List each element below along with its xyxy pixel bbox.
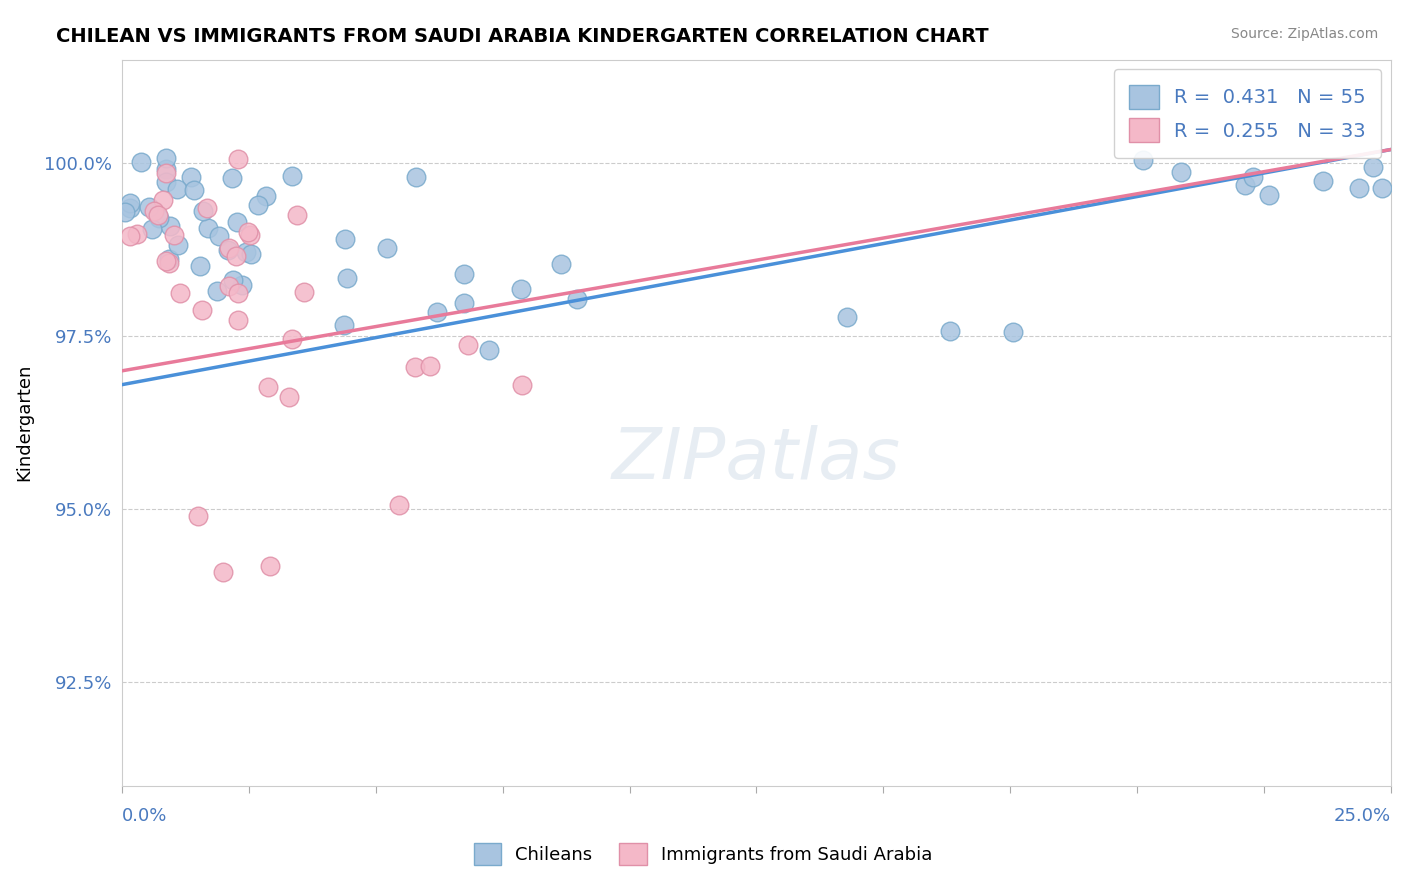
Point [222, 273, 245, 287]
Point [138, 200, 160, 214]
Point [231, 277, 253, 292]
Point [239, 246, 262, 260]
Point [141, 222, 163, 236]
Point [191, 204, 214, 219]
Point [259, 558, 281, 573]
Point [510, 378, 533, 392]
Point [169, 285, 191, 300]
Point [226, 286, 249, 301]
Point [148, 211, 170, 225]
Point [405, 169, 427, 184]
Y-axis label: Kindergarten: Kindergarten [15, 364, 32, 482]
Point [939, 324, 962, 338]
Point [567, 292, 589, 306]
Point [155, 254, 177, 268]
Text: 25.0%: 25.0% [1334, 806, 1391, 824]
Point [143, 204, 166, 219]
Point [155, 151, 177, 165]
Point [118, 196, 141, 211]
Point [205, 284, 228, 298]
Point [254, 189, 277, 203]
Point [510, 282, 533, 296]
Point [1312, 174, 1334, 188]
Point [239, 227, 262, 242]
Point [1241, 169, 1264, 184]
Point [281, 332, 304, 346]
Point [155, 166, 177, 180]
Point [336, 270, 359, 285]
Point [478, 343, 501, 358]
Point [550, 257, 572, 271]
Point [157, 256, 180, 270]
Text: CHILEAN VS IMMIGRANTS FROM SAUDI ARABIA KINDERGARTEN CORRELATION CHART: CHILEAN VS IMMIGRANTS FROM SAUDI ARABIA … [56, 27, 988, 45]
Point [155, 162, 177, 177]
Point [152, 193, 174, 207]
Point [453, 267, 475, 281]
Point [191, 303, 214, 318]
Point [257, 380, 280, 394]
Legend: R =  0.431   N = 55, R =  0.255   N = 33: R = 0.431 N = 55, R = 0.255 N = 33 [1114, 70, 1381, 158]
Point [246, 198, 269, 212]
Point [118, 201, 141, 215]
Point [235, 244, 257, 259]
Point [159, 219, 181, 233]
Point [208, 229, 231, 244]
Point [1361, 160, 1384, 174]
Point [217, 243, 239, 257]
Point [419, 359, 441, 373]
Point [226, 313, 249, 327]
Point [453, 295, 475, 310]
Point [1348, 181, 1371, 195]
Point [183, 183, 205, 197]
Point [426, 304, 449, 318]
Point [197, 220, 219, 235]
Point [195, 201, 218, 215]
Point [292, 285, 315, 299]
Point [180, 169, 202, 184]
Point [332, 318, 354, 332]
Point [1170, 164, 1192, 178]
Text: 0.0%: 0.0% [122, 806, 167, 824]
Point [236, 225, 259, 239]
Point [1257, 187, 1279, 202]
Point [226, 152, 249, 166]
Point [333, 232, 356, 246]
Legend: Chileans, Immigrants from Saudi Arabia: Chileans, Immigrants from Saudi Arabia [464, 834, 942, 874]
Point [218, 279, 240, 293]
Point [225, 214, 247, 228]
Point [1132, 153, 1154, 168]
Point [404, 359, 426, 374]
Point [187, 509, 209, 524]
Point [190, 260, 212, 274]
Point [218, 241, 240, 255]
Point [125, 227, 148, 241]
Point [166, 182, 188, 196]
Text: ZIPatlas: ZIPatlas [612, 425, 901, 493]
Point [1233, 178, 1256, 192]
Point [157, 252, 180, 266]
Point [388, 498, 411, 512]
Point [457, 338, 479, 352]
Point [212, 565, 235, 579]
Point [278, 390, 301, 404]
Point [281, 169, 304, 184]
Point [155, 175, 177, 189]
Point [221, 171, 243, 186]
Point [129, 155, 152, 169]
Point [225, 249, 247, 263]
Point [837, 310, 859, 324]
Point [118, 228, 141, 243]
Point [148, 208, 170, 222]
Point [114, 205, 136, 219]
Text: Source: ZipAtlas.com: Source: ZipAtlas.com [1230, 27, 1378, 41]
Point [163, 228, 186, 243]
Point [1371, 180, 1393, 194]
Point [375, 240, 398, 254]
Point [285, 208, 308, 222]
Point [1001, 325, 1024, 339]
Point [167, 238, 190, 252]
